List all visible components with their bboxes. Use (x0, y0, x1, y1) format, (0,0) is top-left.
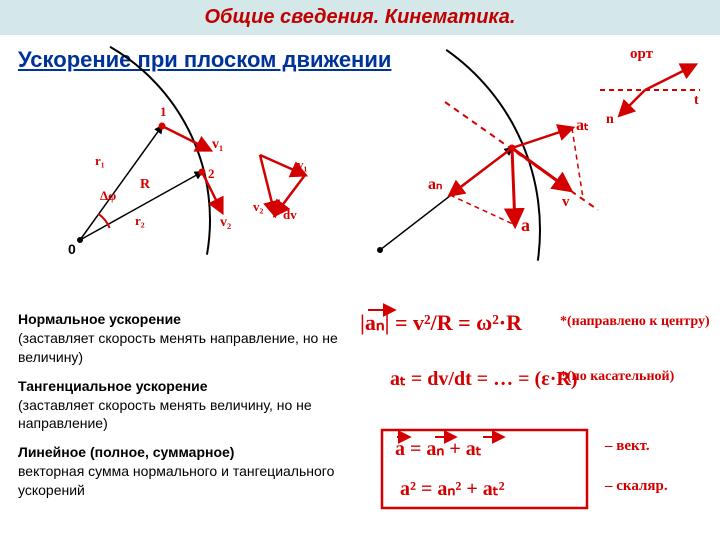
svg-text:a = aₙ + aₜ: a = aₙ + aₜ (395, 438, 482, 460)
svg-text:t: t (694, 93, 699, 108)
svg-text:– вект.: – вект. (604, 438, 650, 454)
svg-text:v: v (562, 194, 570, 210)
svg-text:a: a (521, 215, 530, 235)
svg-text:aₜ = dv/dt = … = (ε·R): aₜ = dv/dt = … = (ε·R) (390, 368, 578, 390)
svg-text:dv: dv (283, 207, 297, 222)
svg-text:R: R (140, 177, 151, 192)
svg-text:– скаляр.: – скаляр. (604, 478, 668, 494)
svg-text:орт: орт (630, 46, 654, 62)
svg-text:r₂: r₂ (135, 213, 145, 228)
svg-text:0: 0 (68, 241, 76, 257)
svg-text:*(направлено к центру): *(направлено к центру) (560, 314, 710, 329)
svg-text:v₂: v₂ (220, 215, 231, 230)
svg-text:aₜ: aₜ (576, 117, 589, 134)
svg-text:Δφ: Δφ (100, 188, 116, 203)
svg-text:v₁: v₁ (297, 157, 308, 172)
svg-text:v₂: v₂ (253, 199, 264, 214)
svg-text:1: 1 (160, 104, 167, 119)
svg-text:*(по касательной): *(по касательной) (560, 369, 675, 384)
svg-text:v₁: v₁ (212, 137, 223, 152)
diagram-canvas: Δφ 0 1 2 v₁ v₂ r₁ r₂ Rv₁ v₂ dv aₙ aₜ a v n t орт |aₙ| = v²… (0, 0, 720, 540)
svg-text:|aₙ| = v²/R = ω²·R: |aₙ| = v²/R = ω²·R (360, 310, 523, 335)
svg-text:aₙ: aₙ (428, 176, 442, 193)
svg-text:r₁: r₁ (95, 153, 105, 168)
svg-text:a² = aₙ² + aₜ²: a² = aₙ² + aₜ² (400, 478, 505, 500)
svg-text:n: n (606, 112, 614, 127)
svg-text:2: 2 (208, 166, 215, 181)
